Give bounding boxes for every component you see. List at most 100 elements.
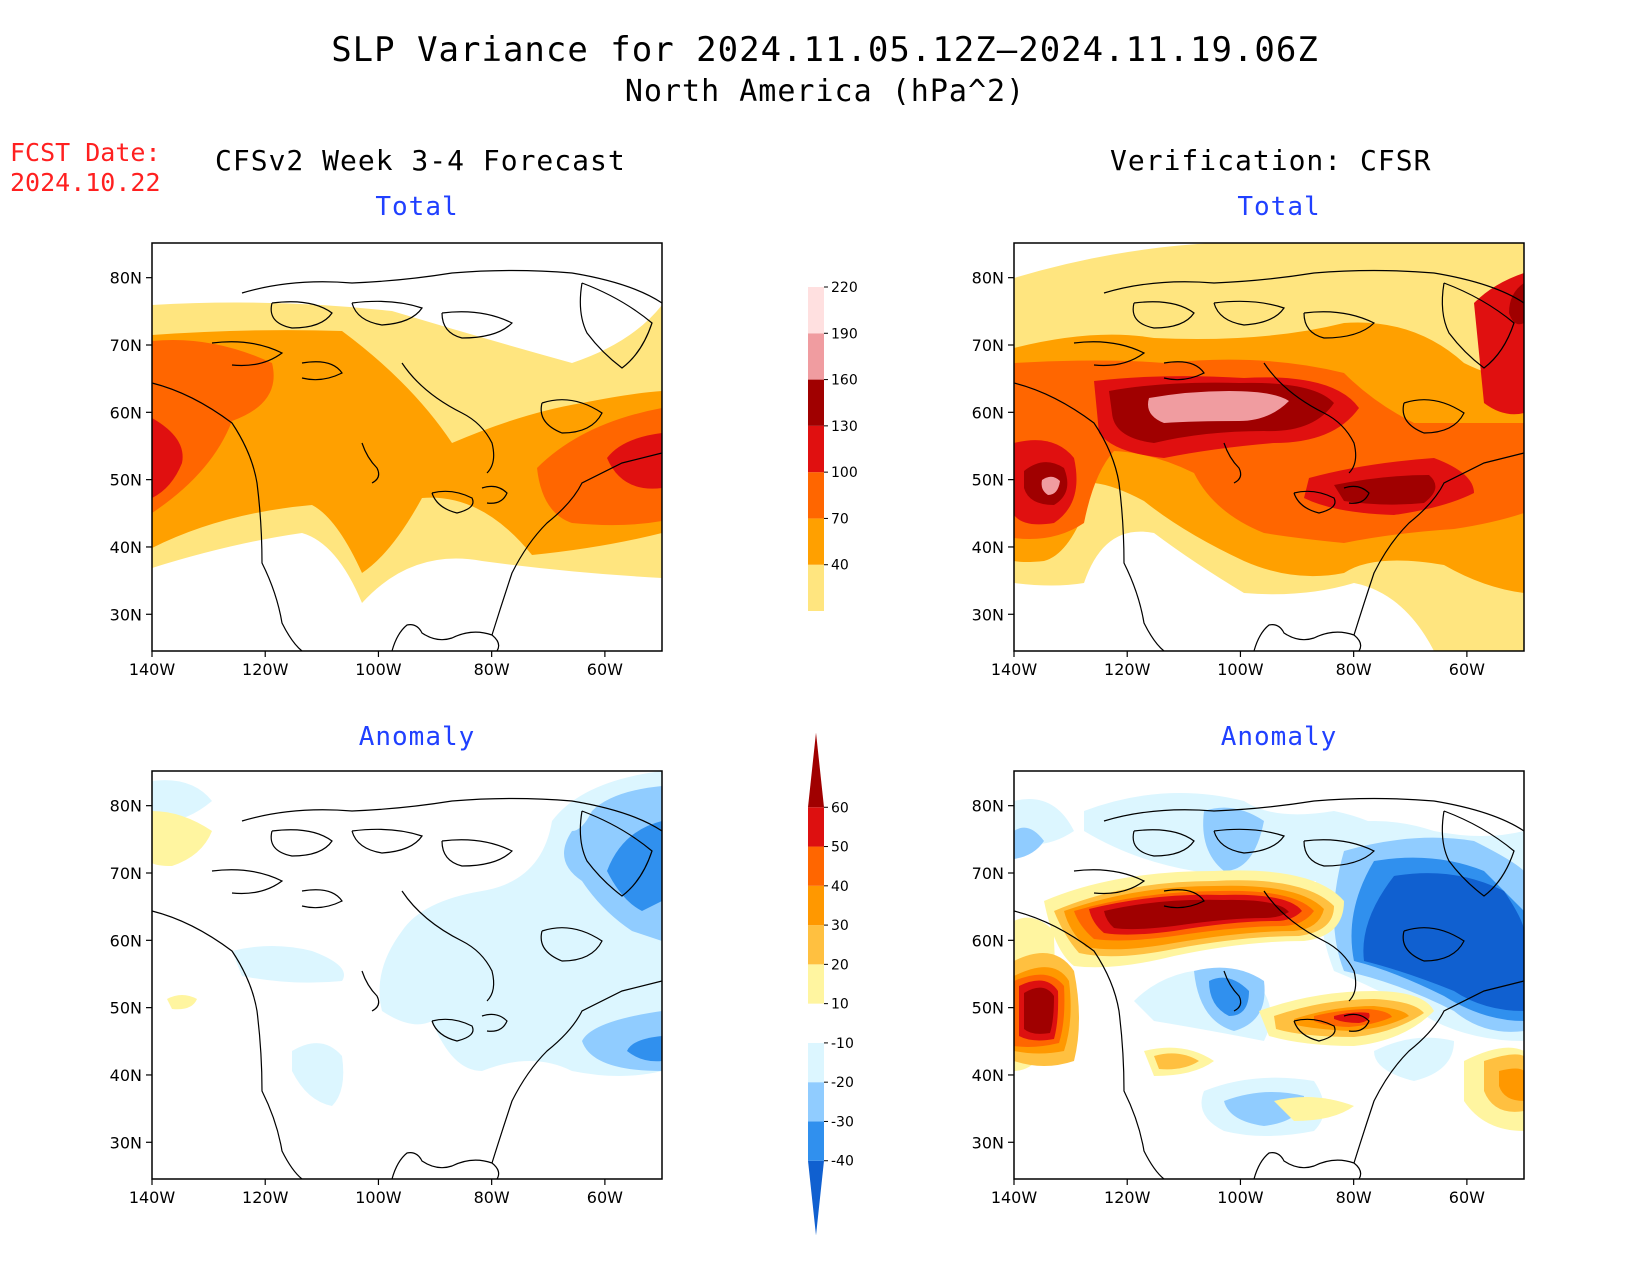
lon-tick-label: 120W — [242, 660, 289, 679]
forecast-anomaly-map — [152, 771, 662, 1179]
lon-tick-label: 80W — [474, 660, 510, 679]
lat-tick-label: 40N — [972, 538, 1004, 557]
panel-title-verification-anomaly: Anomaly — [1220, 722, 1338, 752]
coastline-path — [431, 490, 474, 514]
coastline-path — [1253, 1152, 1362, 1180]
coastline-path — [151, 382, 303, 652]
lon-tick-label: 60W — [1449, 660, 1485, 679]
main-subtitle: North America (hPa^2) — [624, 74, 1026, 109]
lat-tick-label: 70N — [110, 864, 142, 883]
panel-title-forecast-total: Total — [375, 192, 459, 222]
coastline-path — [441, 839, 514, 867]
colorbar-swatch — [808, 333, 824, 380]
colorbar-swatch — [808, 287, 824, 334]
coastline-path — [1213, 828, 1285, 854]
coastline-path — [481, 1013, 508, 1032]
contour-100 — [152, 339, 274, 513]
colorbar-label: 50 — [831, 840, 849, 856]
coastline-path — [1013, 382, 1165, 652]
coastline-path — [401, 890, 495, 1002]
coastline-path — [1353, 980, 1525, 1164]
fcst-date-value: 2024.10.22 — [10, 168, 161, 197]
coastline-path — [1223, 442, 1242, 484]
colorbar-label: -40 — [831, 1154, 854, 1170]
colorbar-label: -10 — [831, 1036, 854, 1052]
coastline-path — [301, 889, 343, 909]
colorbar-swatch — [808, 379, 824, 426]
colorbar-arrow-low — [808, 1160, 824, 1236]
lat-tick-label: 60N — [110, 403, 142, 422]
panel-title-verification-total: Total — [1237, 192, 1321, 222]
coastline-path — [1353, 452, 1525, 636]
lat-tick-label: 50N — [110, 471, 142, 490]
coastline-path — [1013, 910, 1165, 1180]
forecast-column-header: CFSv2 Week 3-4 Forecast — [215, 144, 626, 177]
lon-tick-label: 140W — [129, 1188, 176, 1207]
coastline-path — [270, 829, 333, 857]
lat-tick-label: 70N — [972, 864, 1004, 883]
coastline-path — [540, 399, 603, 434]
lat-tick-label: 60N — [110, 931, 142, 950]
coastline-path — [361, 970, 380, 1012]
coastline-path — [241, 269, 663, 304]
total-colorbar: 40 70 100 130 160 190 220 — [808, 280, 858, 611]
colorbar-swatch — [808, 807, 824, 847]
lon-tick-label: 140W — [129, 660, 176, 679]
colorbar-swatch — [808, 472, 824, 519]
lat-tick-label: 40N — [110, 1066, 142, 1085]
lat-tick-label: 30N — [972, 605, 1004, 624]
coastline-path — [1103, 269, 1525, 304]
coastline-path — [441, 311, 514, 339]
coastline-path — [491, 452, 663, 636]
colorbar-arrow-high — [808, 732, 824, 808]
lat-tick-label: 50N — [110, 999, 142, 1018]
coastline-path — [1303, 839, 1376, 867]
coastline-path — [579, 810, 653, 897]
lat-tick-label: 60N — [972, 931, 1004, 950]
contour-100-east — [537, 408, 662, 526]
coastline-path — [1343, 485, 1370, 504]
colorbar-swatch — [808, 1042, 824, 1083]
coastline-path — [431, 1018, 474, 1042]
coastline-path — [1163, 889, 1205, 909]
coastline-path — [481, 485, 508, 504]
coastline-path — [491, 980, 663, 1164]
coastline-path — [391, 624, 500, 652]
coastline-path — [361, 442, 380, 484]
coastline-path — [1402, 399, 1465, 434]
colorbar-label: 70 — [831, 511, 849, 527]
verification-column-header: Verification: CFSR — [1110, 144, 1432, 177]
coastline-path — [1132, 829, 1195, 857]
colorbar-swatch — [808, 964, 824, 1004]
coastline-path — [401, 362, 495, 474]
colorbar-label: 30 — [831, 918, 849, 934]
lon-tick-label: 120W — [1104, 660, 1151, 679]
coastline-path — [301, 361, 343, 381]
coastline-path — [351, 828, 423, 854]
lat-tick-label: 50N — [972, 471, 1004, 490]
axes-layer: 80N 70N 60N 50N 40N 30N 140W 120W 100W 80W 60W 80N 7… — [110, 269, 1485, 1207]
lon-tick-label: 120W — [1104, 1188, 1151, 1207]
coastline-path — [351, 300, 423, 326]
colorbar-swatch — [808, 885, 824, 926]
lon-tick-label: 80W — [1336, 660, 1372, 679]
lat-tick-label: 30N — [110, 605, 142, 624]
coastline-path — [540, 927, 603, 962]
lon-tick-label: 100W — [355, 1188, 402, 1207]
lat-tick-label: 80N — [110, 797, 142, 816]
coastline-path — [1441, 810, 1515, 897]
verification-anomaly-map — [1014, 771, 1524, 1179]
fcst-date-label: FCST Date: — [10, 138, 161, 167]
colorbar-swatch — [808, 564, 824, 611]
lat-tick-label: 40N — [972, 1066, 1004, 1085]
lon-tick-label: 120W — [242, 1188, 289, 1207]
lat-tick-label: 40N — [110, 538, 142, 557]
colorbar-label: 130 — [831, 419, 858, 435]
coastline-path — [1263, 362, 1357, 474]
coastline-path — [1213, 300, 1285, 326]
coastline-group — [1013, 269, 1525, 652]
lon-tick-label: 100W — [1217, 660, 1264, 679]
colorbar-label: 40 — [831, 879, 849, 895]
colorbar-label: -20 — [831, 1075, 854, 1091]
colorbar-label: 190 — [831, 326, 858, 342]
